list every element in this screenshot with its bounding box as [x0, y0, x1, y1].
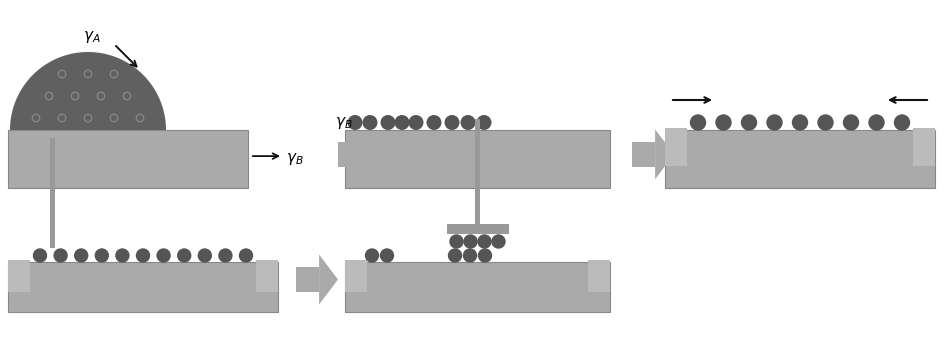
- Circle shape: [120, 89, 134, 103]
- Circle shape: [447, 248, 462, 263]
- Circle shape: [133, 111, 147, 125]
- Bar: [587, 260, 610, 292]
- Circle shape: [54, 248, 68, 263]
- Bar: [475, 119, 480, 224]
- Circle shape: [218, 248, 232, 263]
- Circle shape: [444, 115, 459, 130]
- Circle shape: [177, 248, 192, 263]
- Bar: [256, 260, 278, 292]
- Circle shape: [766, 114, 782, 131]
- Circle shape: [476, 115, 491, 130]
- Bar: [665, 128, 686, 166]
- Circle shape: [136, 248, 150, 263]
- Circle shape: [42, 89, 56, 103]
- Text: $\gamma_B$: $\gamma_B$: [286, 151, 303, 167]
- Bar: [345, 130, 610, 188]
- Polygon shape: [10, 52, 166, 130]
- Circle shape: [394, 115, 409, 130]
- Circle shape: [81, 111, 95, 125]
- Bar: [8, 260, 30, 292]
- Circle shape: [107, 67, 121, 81]
- Circle shape: [463, 248, 477, 263]
- Circle shape: [93, 89, 108, 103]
- Circle shape: [715, 114, 731, 131]
- Circle shape: [157, 248, 171, 263]
- Circle shape: [460, 115, 475, 130]
- Polygon shape: [361, 129, 379, 179]
- Circle shape: [463, 234, 478, 249]
- Circle shape: [55, 111, 69, 125]
- Polygon shape: [319, 255, 338, 305]
- Circle shape: [68, 89, 82, 103]
- Circle shape: [239, 248, 253, 263]
- Circle shape: [477, 234, 491, 249]
- Circle shape: [491, 234, 505, 249]
- Bar: [295, 267, 319, 292]
- Circle shape: [55, 67, 69, 81]
- Bar: [345, 260, 366, 292]
- Circle shape: [689, 114, 705, 131]
- Circle shape: [74, 248, 89, 263]
- Text: $\gamma_A$: $\gamma_A$: [83, 29, 100, 45]
- Bar: [49, 138, 55, 248]
- Bar: [912, 128, 934, 166]
- Circle shape: [115, 248, 129, 263]
- Bar: [632, 142, 654, 167]
- Circle shape: [426, 115, 441, 130]
- Circle shape: [379, 248, 394, 263]
- Bar: [8, 262, 278, 312]
- Bar: [345, 262, 610, 312]
- Circle shape: [33, 248, 47, 263]
- Bar: [665, 130, 934, 188]
- Circle shape: [362, 115, 377, 130]
- Circle shape: [81, 67, 95, 81]
- Circle shape: [364, 248, 379, 263]
- Circle shape: [107, 111, 121, 125]
- Text: $\gamma_B$: $\gamma_B$: [334, 116, 352, 132]
- Bar: [446, 224, 508, 234]
- Circle shape: [28, 111, 43, 125]
- Circle shape: [791, 114, 807, 131]
- Circle shape: [94, 248, 109, 263]
- Circle shape: [842, 114, 858, 131]
- Circle shape: [478, 248, 492, 263]
- Bar: [338, 142, 361, 167]
- Circle shape: [740, 114, 756, 131]
- Circle shape: [347, 115, 362, 130]
- Circle shape: [868, 114, 884, 131]
- Circle shape: [197, 248, 211, 263]
- Circle shape: [448, 234, 464, 249]
- Bar: [8, 130, 247, 188]
- Circle shape: [380, 115, 396, 130]
- Circle shape: [893, 114, 909, 131]
- Circle shape: [408, 115, 423, 130]
- Polygon shape: [654, 129, 673, 179]
- Circle shape: [817, 114, 833, 131]
